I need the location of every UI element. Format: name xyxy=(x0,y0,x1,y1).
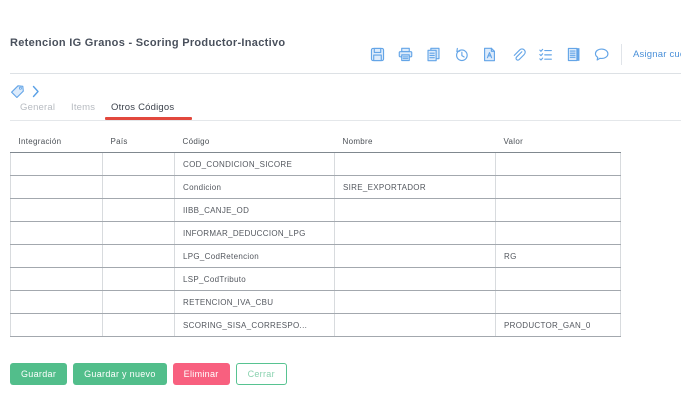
cell-valor xyxy=(495,152,621,176)
table-row[interactable]: SCORING_SISA_CORRESPO... PRODUCTOR_GAN_0 xyxy=(10,313,621,337)
cell-integracion xyxy=(10,313,103,337)
table-row[interactable]: Condicion SIRE_EXPORTADOR xyxy=(10,175,621,199)
cell-nombre xyxy=(334,221,496,245)
cell-integracion xyxy=(10,244,103,268)
cell-valor xyxy=(495,221,621,245)
cell-nombre xyxy=(334,267,496,291)
tab-items[interactable]: Items xyxy=(71,102,96,113)
copy-icon[interactable] xyxy=(425,46,442,63)
cell-nombre xyxy=(334,244,496,268)
checklist-icon[interactable] xyxy=(537,46,554,63)
table-row[interactable]: INFORMAR_DEDUCCION_LPG xyxy=(10,221,621,245)
cell-nombre xyxy=(334,313,496,337)
cell-codigo: LPG_CodRetencion xyxy=(174,244,335,268)
cell-pais xyxy=(102,267,175,291)
cell-codigo: INFORMAR_DEDUCCION_LPG xyxy=(174,221,335,245)
cell-pais xyxy=(102,244,175,268)
tab-otros-codigos[interactable]: Otros Códigos xyxy=(111,102,175,113)
table-row[interactable]: RETENCION_IVA_CBU xyxy=(10,290,621,314)
delete-button[interactable]: Eliminar xyxy=(172,363,230,385)
ledger-icon[interactable] xyxy=(565,46,582,63)
cell-valor xyxy=(495,175,621,199)
table-row[interactable]: IIBB_CANJE_OD xyxy=(10,198,621,222)
cell-nombre: SIRE_EXPORTADOR xyxy=(334,175,496,199)
cell-pais xyxy=(102,290,175,314)
cell-valor xyxy=(495,267,621,291)
cell-integracion xyxy=(10,175,103,199)
cell-nombre xyxy=(334,290,496,314)
toolbar: Asignar cuen xyxy=(369,43,681,65)
column-header-valor: Valor xyxy=(495,131,621,153)
history-icon[interactable] xyxy=(453,46,470,63)
tag-row xyxy=(10,84,40,98)
cell-integracion xyxy=(10,221,103,245)
header-divider xyxy=(10,73,681,74)
tag-icon[interactable] xyxy=(10,84,25,98)
column-header-nombre: Nombre xyxy=(334,131,496,153)
cell-integracion xyxy=(10,290,103,314)
otros-codigos-table: Integración País Código Nombre Valor COD… xyxy=(10,131,621,337)
comment-icon[interactable] xyxy=(593,46,610,63)
cell-valor xyxy=(495,198,621,222)
page-title: Retencion IG Granos - Scoring Productor-… xyxy=(10,37,286,49)
save-icon[interactable] xyxy=(369,46,386,63)
cell-pais xyxy=(102,152,175,176)
table-row[interactable]: LSP_CodTributo xyxy=(10,267,621,291)
cell-codigo: SCORING_SISA_CORRESPO... xyxy=(174,313,335,337)
column-header-pais: País xyxy=(102,131,175,153)
save-and-new-button[interactable]: Guardar y nuevo xyxy=(73,363,167,385)
cell-codigo: Condicion xyxy=(174,175,335,199)
cell-pais xyxy=(102,198,175,222)
asignar-cuenta-link[interactable]: Asignar cuen xyxy=(633,48,681,60)
tabs-divider xyxy=(10,120,681,121)
cell-valor xyxy=(495,290,621,314)
action-buttons: Guardar Guardar y nuevo Eliminar Cerrar xyxy=(10,363,287,385)
translate-document-icon[interactable] xyxy=(481,46,498,63)
cell-pais xyxy=(102,175,175,199)
cell-codigo: LSP_CodTributo xyxy=(174,267,335,291)
print-icon[interactable] xyxy=(397,46,414,63)
cell-pais xyxy=(102,313,175,337)
cell-codigo: RETENCION_IVA_CBU xyxy=(174,290,335,314)
cell-codigo: IIBB_CANJE_OD xyxy=(174,198,335,222)
cell-codigo: COD_CONDICION_SICORE xyxy=(174,152,335,176)
save-button[interactable]: Guardar xyxy=(10,363,68,385)
table-row[interactable]: LPG_CodRetencion RG xyxy=(10,244,621,268)
cell-nombre xyxy=(334,198,496,222)
table-header-row: Integración País Código Nombre Valor xyxy=(10,131,621,153)
cell-pais xyxy=(102,221,175,245)
cell-nombre xyxy=(334,152,496,176)
column-header-codigo: Código xyxy=(174,131,335,153)
expand-chevron-icon[interactable] xyxy=(32,85,40,98)
table-row[interactable]: COD_CONDICION_SICORE xyxy=(10,152,621,176)
cell-integracion xyxy=(10,152,103,176)
close-button[interactable]: Cerrar xyxy=(235,363,287,385)
cell-valor: PRODUCTOR_GAN_0 xyxy=(495,313,621,337)
active-tab-underline xyxy=(105,117,192,120)
attachment-icon[interactable] xyxy=(509,46,526,63)
cell-integracion xyxy=(10,267,103,291)
cell-integracion xyxy=(10,198,103,222)
tab-general[interactable]: General xyxy=(20,102,56,113)
column-header-integracion: Integración xyxy=(10,131,103,153)
cell-valor: RG xyxy=(495,244,621,268)
toolbar-divider xyxy=(621,43,622,65)
